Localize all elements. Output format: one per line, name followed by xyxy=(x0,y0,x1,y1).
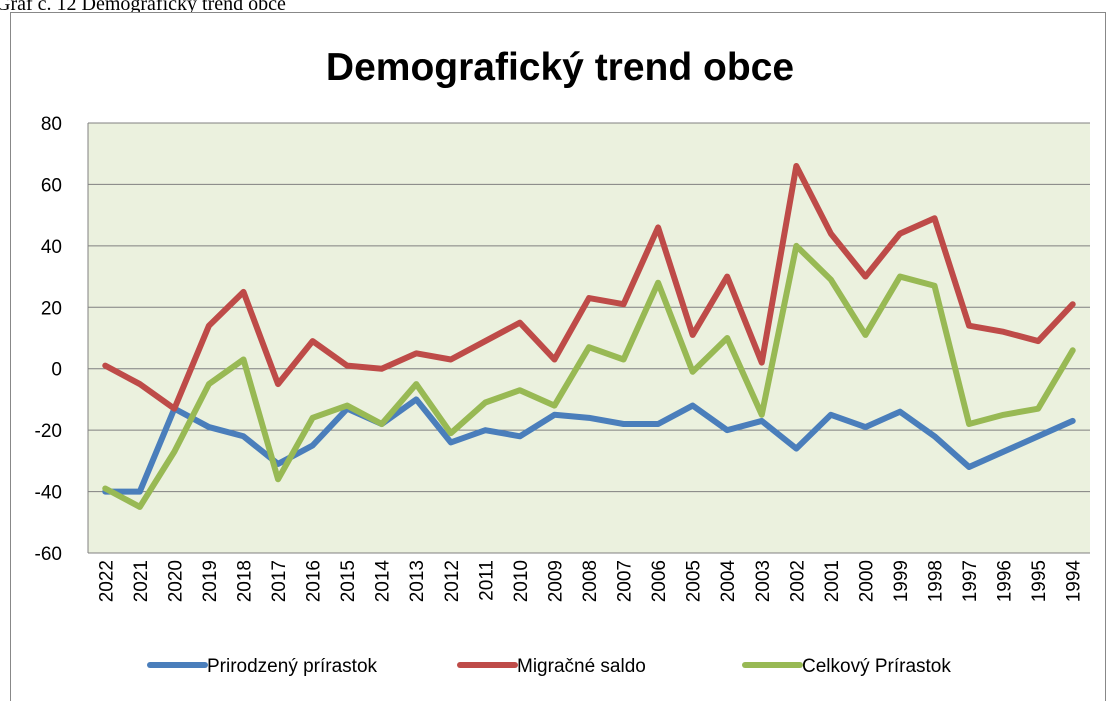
x-tick-label: 1996 xyxy=(995,560,1016,602)
x-tick-label: 2007 xyxy=(615,560,636,602)
x-tick-label: 1999 xyxy=(891,560,912,602)
x-tick-label: 2008 xyxy=(580,560,601,602)
series-line xyxy=(102,396,1076,495)
legend-label: Prirodzený prírastok xyxy=(207,656,378,677)
x-tick-label: 2018 xyxy=(234,560,255,602)
x-tick-label: 2019 xyxy=(200,560,221,602)
x-tick-label: 2006 xyxy=(649,560,670,602)
x-tick-label: 2004 xyxy=(718,560,739,603)
x-tick-label: 2001 xyxy=(822,560,843,602)
x-tick-label: 1994 xyxy=(1064,560,1085,603)
series-line xyxy=(102,163,1076,412)
x-tick-label: 2011 xyxy=(476,560,497,601)
y-tick-label: -20 xyxy=(35,421,62,442)
x-tick-label: 2020 xyxy=(165,560,186,602)
x-tick-label: 1997 xyxy=(960,560,981,602)
chart-title: Demografický trend obce xyxy=(326,46,794,89)
x-tick-label: 1995 xyxy=(1029,560,1050,602)
y-tick-label: 0 xyxy=(51,360,62,381)
series-line xyxy=(102,242,1076,510)
x-tick-label: 2000 xyxy=(856,560,877,602)
y-tick-label: -40 xyxy=(35,483,62,504)
x-tick-label: 2016 xyxy=(304,560,325,602)
x-tick-label: 2002 xyxy=(787,560,808,602)
y-tick-label: -60 xyxy=(35,544,62,565)
y-tick-label: 40 xyxy=(41,237,62,258)
caption: Graf č. 12 Demografický trend obce xyxy=(0,0,286,15)
x-tick-label: 2021 xyxy=(131,560,152,602)
x-tick-label: 2005 xyxy=(684,560,705,602)
plot-area xyxy=(88,123,1090,553)
x-tick-label: 2009 xyxy=(545,560,566,602)
x-tick-label: 2003 xyxy=(753,560,774,602)
legend-label: Migračné saldo xyxy=(517,656,646,677)
x-tick-label: 2014 xyxy=(373,560,394,603)
x-tick-label: 1998 xyxy=(926,560,947,602)
x-tick-label: 2015 xyxy=(338,560,359,602)
x-tick-label: 2012 xyxy=(442,560,463,602)
y-tick-label: 60 xyxy=(41,175,62,196)
x-tick-label: 2017 xyxy=(269,560,290,602)
x-tick-label: 2022 xyxy=(96,560,117,602)
x-tick-label: 2013 xyxy=(407,560,428,602)
y-tick-label: 80 xyxy=(41,114,62,135)
x-tick-label: 2010 xyxy=(511,560,532,602)
y-tick-label: 20 xyxy=(41,298,62,319)
legend-label: Celkový Prírastok xyxy=(802,656,951,677)
